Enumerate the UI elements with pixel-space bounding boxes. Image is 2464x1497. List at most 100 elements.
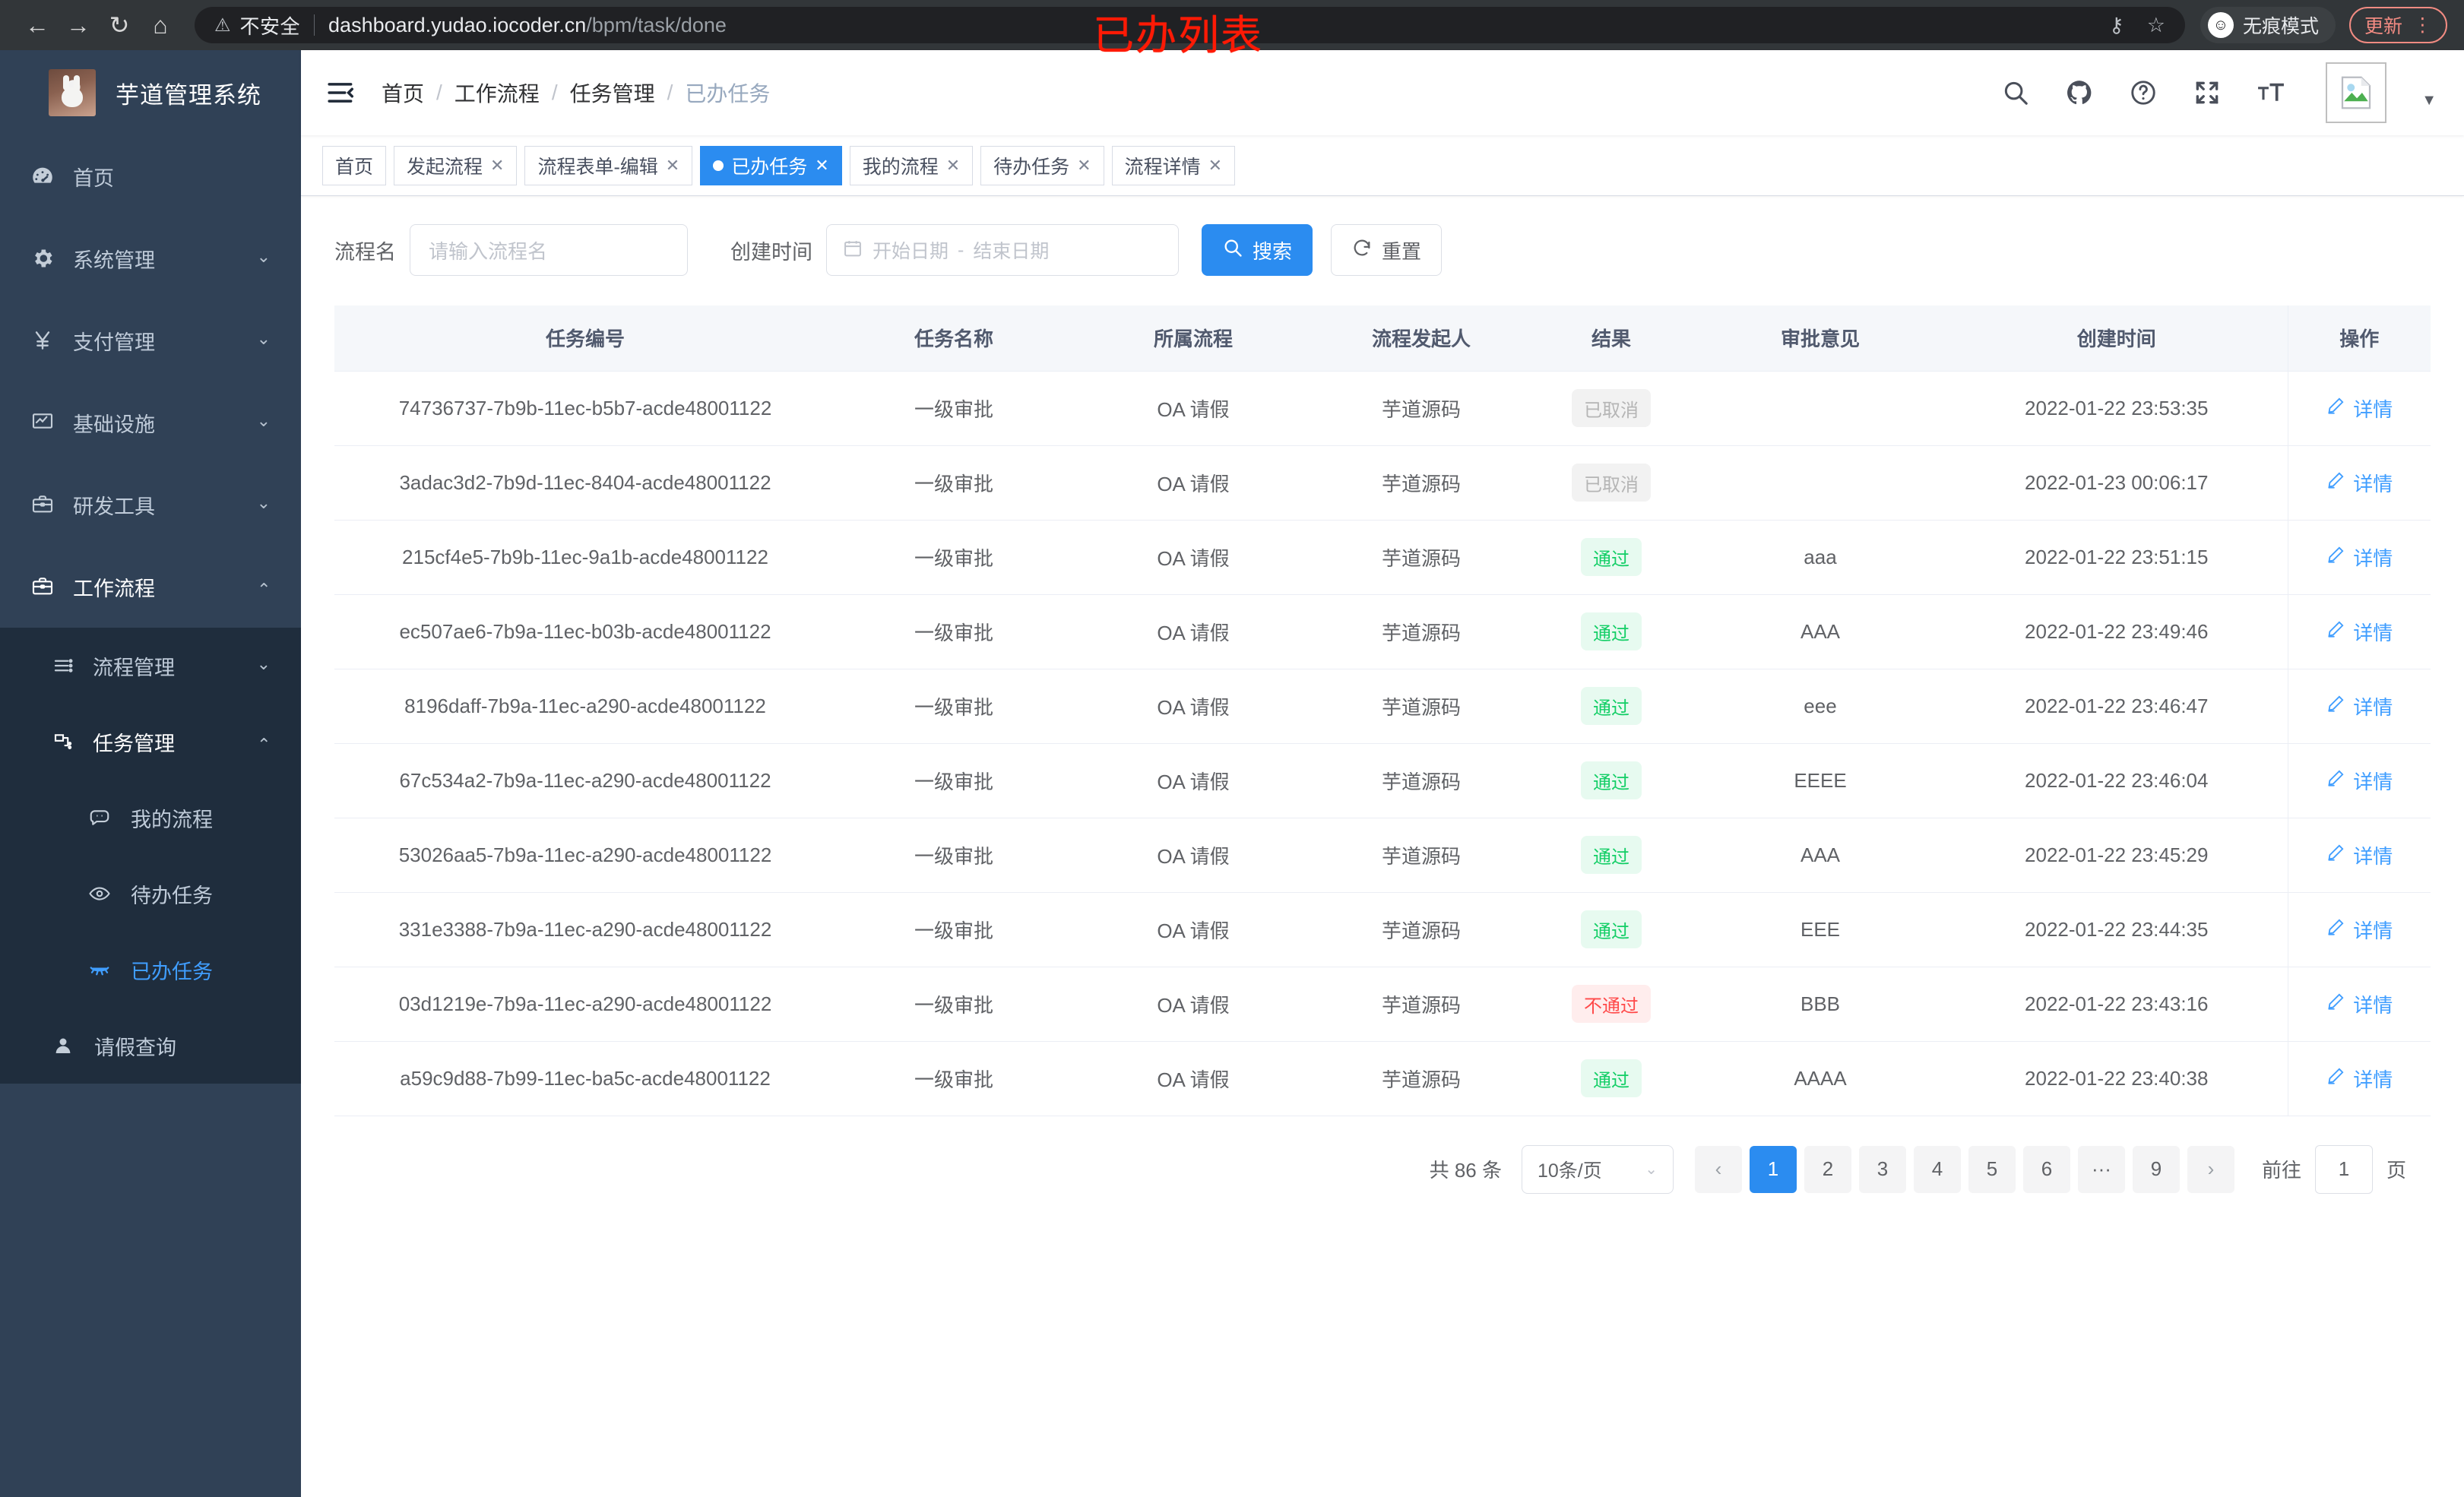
sidebar-item-home[interactable]: 首页 <box>0 135 301 217</box>
active-dot-icon <box>713 160 724 171</box>
hamburger-icon[interactable] <box>321 81 362 105</box>
search-button[interactable]: 搜索 <box>1202 224 1313 276</box>
search-icon[interactable] <box>1999 76 2032 109</box>
home-icon[interactable]: ⌂ <box>153 11 168 39</box>
cell-process: OA 请假 <box>1072 445 1315 521</box>
page-button-2[interactable]: 2 <box>1804 1145 1851 1193</box>
detail-button[interactable]: 详情 <box>2326 1065 2393 1093</box>
page-size-select[interactable]: 10条/页 ⌄ <box>1521 1144 1674 1194</box>
page-button-9[interactable]: 9 <box>2132 1145 2180 1193</box>
sidebar-item-devtools[interactable]: 研发工具 ⌄ <box>0 464 301 546</box>
next-page-button[interactable]: › <box>2187 1145 2234 1193</box>
sidebar-item-done-task[interactable]: 已办任务 <box>0 932 301 1008</box>
tab-process-form-edit[interactable]: 流程表单-编辑 ✕ <box>524 145 693 185</box>
sidebar-submenu: 流程管理 ⌄ 任务管理 ⌄ 我的流程 待办任务 <box>0 628 301 1084</box>
table-row: a59c9d88-7b99-11ec-ba5c-acde48001122 一级审批… <box>334 1041 2431 1116</box>
font-size-icon[interactable] <box>2254 76 2288 109</box>
date-range-picker[interactable]: 开始日期 - 结束日期 <box>826 224 1179 276</box>
pencil-icon <box>2326 545 2345 570</box>
incognito-indicator[interactable]: ☺ 无痕模式 <box>2200 7 2336 43</box>
pencil-icon <box>2326 917 2345 942</box>
detail-button[interactable]: 详情 <box>2326 543 2393 571</box>
page-ellipsis[interactable]: ··· <box>2077 1145 2125 1193</box>
page-button-1[interactable]: 1 <box>1749 1145 1797 1193</box>
chevron-up-icon: ⌄ <box>256 579 271 598</box>
cell-created-time: 2022-01-22 23:44:35 <box>1946 892 2288 967</box>
jump-input[interactable]: 1 <box>2314 1144 2373 1194</box>
detail-button[interactable]: 详情 <box>2326 767 2393 795</box>
page-button-6[interactable]: 6 <box>2022 1145 2070 1193</box>
forward-icon[interactable]: → <box>66 11 90 39</box>
tab-process-detail[interactable]: 流程详情 ✕ <box>1111 145 1236 185</box>
table-body: 74736737-7b9b-11ec-b5b7-acde48001122 一级审批… <box>334 371 2431 1116</box>
cell-comment <box>1695 371 1946 446</box>
status-badge: 通过 <box>1581 687 1642 725</box>
detail-label: 详情 <box>2353 397 2393 421</box>
tab-start-process[interactable]: 发起流程 ✕ <box>394 145 518 185</box>
fullscreen-icon[interactable] <box>2190 76 2224 109</box>
sidebar-logo[interactable]: 芋道管理系统 <box>0 50 301 135</box>
cell-process: OA 请假 <box>1072 1041 1315 1116</box>
detail-button[interactable]: 详情 <box>2326 916 2393 944</box>
cell-created-time: 2022-01-22 23:53:35 <box>1946 371 2288 446</box>
reload-icon[interactable]: ↻ <box>109 11 130 39</box>
close-icon[interactable]: ✕ <box>665 155 680 175</box>
detail-button[interactable]: 详情 <box>2326 469 2393 497</box>
back-icon[interactable]: ← <box>25 11 49 39</box>
sidebar-item-leave-query[interactable]: 请假查询 <box>0 1008 301 1084</box>
star-icon[interactable]: ☆ <box>2146 13 2165 36</box>
close-icon[interactable]: ✕ <box>490 155 505 175</box>
sidebar-item-payment[interactable]: 支付管理 ⌄ <box>0 299 301 381</box>
breadcrumb-item[interactable]: 工作流程 <box>454 82 540 106</box>
tab-todo-task[interactable]: 待办任务 ✕ <box>980 145 1104 185</box>
page-button-5[interactable]: 5 <box>1968 1145 2016 1193</box>
close-icon[interactable]: ✕ <box>815 155 829 175</box>
sidebar-subitem-task-management[interactable]: 任务管理 ⌄ <box>0 704 301 780</box>
detail-button[interactable]: 详情 <box>2326 990 2393 1018</box>
close-icon[interactable]: ✕ <box>1077 155 1091 175</box>
cell-task-id: 8196daff-7b9a-11ec-a290-acde48001122 <box>334 669 836 744</box>
page-button-3[interactable]: 3 <box>1858 1145 1906 1193</box>
detail-button[interactable]: 详情 <box>2326 692 2393 720</box>
cell-operation: 详情 <box>2287 520 2431 595</box>
avatar[interactable] <box>2326 62 2387 123</box>
caret-down-icon[interactable]: ▼ <box>2421 92 2437 109</box>
close-icon[interactable]: ✕ <box>1208 155 1223 175</box>
github-icon[interactable] <box>2063 76 2096 109</box>
tab-done-task[interactable]: 已办任务 ✕ <box>700 145 842 185</box>
detail-button[interactable]: 详情 <box>2326 841 2393 869</box>
yuan-icon <box>26 328 59 353</box>
done-task-table: 任务编号 任务名称 所属流程 流程发起人 结果 审批意见 创建时间 操作 747… <box>334 305 2431 1116</box>
sidebar-item-infrastructure[interactable]: 基础设施 ⌄ <box>0 381 301 464</box>
sidebar-item-my-process[interactable]: 我的流程 <box>0 780 301 856</box>
page-button-4[interactable]: 4 <box>1913 1145 1961 1193</box>
tab-home[interactable]: 首页 <box>322 145 387 185</box>
address-bar[interactable]: ⚠ 不安全 dashboard.yudao.iocoder.cn /bpm/ta… <box>195 7 2185 43</box>
close-icon[interactable]: ✕ <box>945 155 961 175</box>
breadcrumb-item[interactable]: 任务管理 <box>569 82 655 106</box>
cell-comment <box>1695 445 1946 521</box>
sidebar-item-workflow[interactable]: 工作流程 ⌄ <box>0 546 301 628</box>
breadcrumb-item[interactable]: 首页 <box>382 82 425 106</box>
date-separator: - <box>958 239 964 261</box>
help-circle-icon[interactable] <box>2127 76 2160 109</box>
table-row: 3adac3d2-7b9d-11ec-8404-acde48001122 一级审批… <box>334 445 2431 521</box>
detail-button[interactable]: 详情 <box>2326 394 2393 423</box>
incognito-avatar-icon: ☺ <box>2207 12 2234 38</box>
prev-page-button[interactable]: ‹ <box>1694 1145 1742 1193</box>
detail-button[interactable]: 详情 <box>2326 618 2393 646</box>
cell-result: 通过 <box>1528 818 1695 893</box>
process-name-input[interactable]: 请输入流程名 <box>410 224 688 276</box>
user-icon <box>47 1034 79 1057</box>
cell-task-name: 一级审批 <box>836 1041 1072 1116</box>
tab-my-process[interactable]: 我的流程 ✕ <box>849 145 974 185</box>
status-badge: 通过 <box>1581 836 1642 874</box>
sidebar-item-todo-task[interactable]: 待办任务 <box>0 856 301 932</box>
reset-button[interactable]: 重置 <box>1331 224 1443 276</box>
update-button[interactable]: 更新 ⋮ <box>2348 7 2447 43</box>
key-icon[interactable]: ⚷ <box>2108 13 2124 36</box>
sidebar-item-system[interactable]: 系统管理 ⌄ <box>0 217 301 299</box>
chevron-up-icon: ⌄ <box>256 734 271 753</box>
kebab-menu-icon[interactable]: ⋮ <box>2413 14 2432 36</box>
sidebar-subitem-process-management[interactable]: 流程管理 ⌄ <box>0 628 301 704</box>
